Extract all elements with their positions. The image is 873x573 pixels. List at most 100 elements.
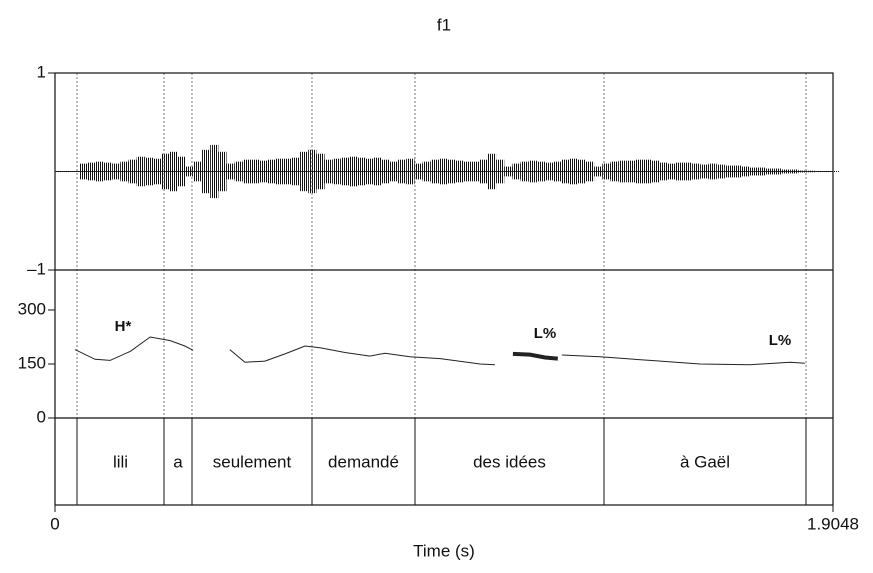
y-tick-label: 0 xyxy=(37,407,46,426)
waveform-envelope xyxy=(487,153,497,190)
waveform-envelope xyxy=(63,171,72,173)
annotation: L% xyxy=(534,325,557,342)
waveform-envelope xyxy=(675,162,685,181)
pitch-highlight xyxy=(512,351,558,361)
waveform-envelope xyxy=(822,171,832,173)
waveform-envelope xyxy=(210,144,219,199)
waveform-envelope xyxy=(104,162,113,181)
waveform-envelope xyxy=(251,159,260,184)
tier-label: a xyxy=(173,452,183,471)
waveform-envelope xyxy=(831,171,840,173)
waveform-envelope xyxy=(651,160,660,183)
waveform-envelope xyxy=(700,164,709,179)
waveform-envelope xyxy=(55,171,64,173)
waveform-envelope xyxy=(242,159,252,184)
waveform-envelope xyxy=(749,167,758,176)
waveform-envelope xyxy=(389,161,399,182)
waveform-envelope xyxy=(218,151,227,192)
waveform-envelope xyxy=(373,157,382,186)
waveform-envelope xyxy=(340,157,350,186)
waveform-envelope xyxy=(283,158,292,185)
waveform-envelope xyxy=(422,161,431,182)
waveform-envelope xyxy=(716,164,725,179)
waveform-envelope xyxy=(536,161,546,182)
x-tick-label: 0 xyxy=(50,514,59,533)
waveform-envelope xyxy=(741,166,750,177)
waveform-envelope xyxy=(95,161,105,182)
waveform-envelope xyxy=(144,157,154,186)
waveform-envelope xyxy=(577,159,586,184)
waveform-envelope xyxy=(177,156,186,187)
waveform-envelope xyxy=(733,165,742,178)
waveform-envelope xyxy=(684,162,693,181)
waveform-envelope xyxy=(724,165,734,178)
waveform-envelope xyxy=(667,163,676,180)
waveform-envelope xyxy=(585,161,595,182)
chart-title: f1 xyxy=(437,15,451,34)
waveform-envelope xyxy=(773,168,783,175)
waveform-envelope xyxy=(496,159,505,184)
waveform-envelope xyxy=(643,159,652,184)
tier-label: à Gaël xyxy=(680,452,730,471)
waveform-envelope xyxy=(71,171,80,173)
waveform-envelope xyxy=(430,159,439,184)
waveform-envelope xyxy=(267,159,276,184)
waveform-envelope xyxy=(79,163,88,180)
tier-label: seulement xyxy=(213,452,292,471)
waveform-envelope xyxy=(659,162,668,181)
waveform-envelope xyxy=(806,170,815,173)
tier-label: des idées xyxy=(473,452,546,471)
plot: –1 1 0 150 300 0 1.9048 lili a seulement demandé de… xyxy=(18,62,859,533)
waveform-envelope xyxy=(504,166,513,177)
waveform-envelope xyxy=(634,159,644,184)
waveform-envelope xyxy=(757,167,766,176)
waveform-envelope xyxy=(520,161,529,182)
waveform-envelope xyxy=(87,162,96,181)
waveform-envelope xyxy=(479,159,488,184)
waveform-envelope xyxy=(153,158,162,185)
tier-label: demandé xyxy=(328,452,399,471)
waveform-envelope xyxy=(193,161,203,182)
waveform-envelope xyxy=(765,168,774,175)
waveform-envelope xyxy=(136,156,145,187)
waveform-envelope xyxy=(692,163,701,180)
waveform-envelope xyxy=(161,153,170,190)
waveform-envelope xyxy=(594,166,603,177)
waveform-envelope xyxy=(438,158,448,185)
waveform-envelope xyxy=(455,160,464,183)
waveform-envelope xyxy=(406,158,415,185)
waveform-envelope xyxy=(814,171,823,173)
waveform-envelope xyxy=(561,159,570,184)
waveform-envelope xyxy=(626,160,635,183)
waveform-envelope xyxy=(202,149,211,194)
waveform-envelope xyxy=(463,161,472,182)
waveform-envelope xyxy=(708,163,717,180)
waveform-envelope xyxy=(512,163,521,180)
tier-label: lili xyxy=(113,452,128,471)
y-tick-label: 150 xyxy=(18,353,46,372)
x-axis-label: Time (s) xyxy=(413,541,475,560)
waveform-envelope xyxy=(545,162,554,181)
waveform-envelope xyxy=(128,159,137,184)
waveform-envelope xyxy=(790,169,799,174)
waveform-envelope xyxy=(275,158,284,185)
waveform-envelope xyxy=(618,160,627,183)
waveform-envelope xyxy=(226,163,235,180)
y-tick-label: 300 xyxy=(18,299,46,318)
y-tick-label: 1 xyxy=(37,62,46,81)
waveform-envelope xyxy=(120,161,129,182)
annotation: H* xyxy=(115,318,132,335)
waveform-envelope xyxy=(357,157,366,186)
waveform-envelope xyxy=(782,169,791,174)
waveform-envelope xyxy=(398,159,407,184)
y-tick-label: –1 xyxy=(27,259,46,278)
waveform-envelope xyxy=(332,158,341,185)
waveform-envelope xyxy=(324,159,333,184)
waveform-envelope xyxy=(553,161,562,182)
waveform-envelope xyxy=(447,159,456,184)
waveform-envelope xyxy=(291,157,301,186)
waveform-envelope xyxy=(308,149,317,194)
annotation: L% xyxy=(769,332,792,349)
